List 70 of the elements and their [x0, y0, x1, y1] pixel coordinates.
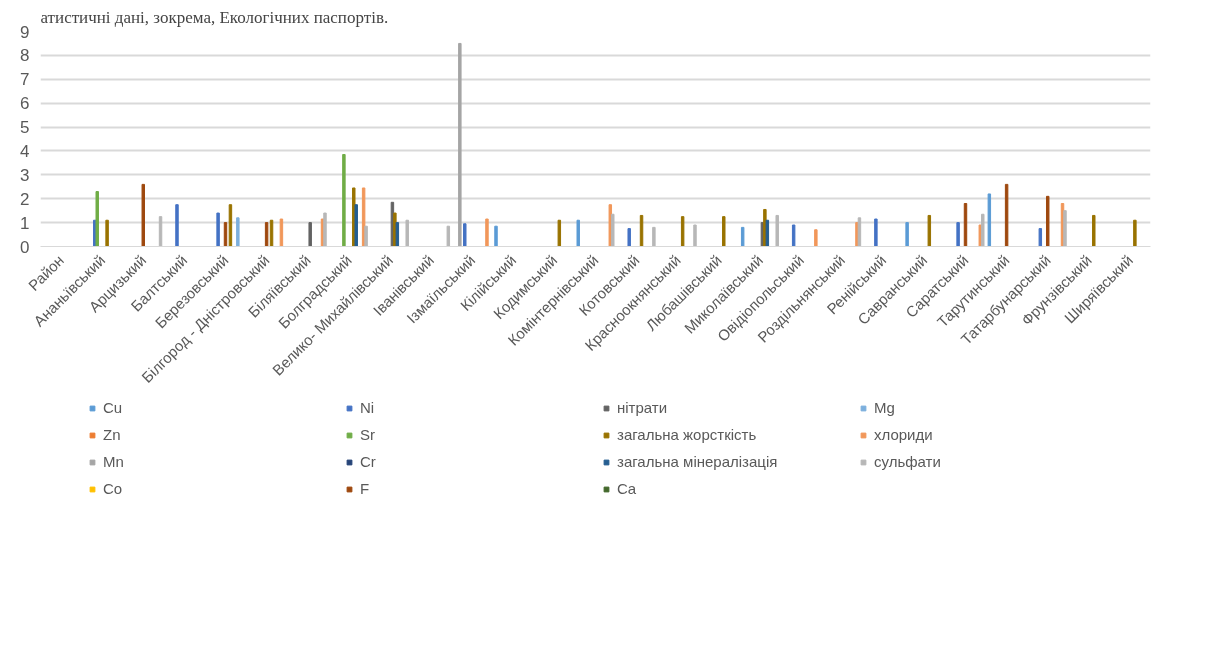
- bar: [494, 225, 498, 247]
- legend-label: Zn: [103, 426, 122, 443]
- y-tick-label: 4: [20, 141, 30, 161]
- legend-label: Cr: [360, 453, 377, 470]
- bar: [814, 229, 818, 247]
- bar: [765, 219, 770, 247]
- y-tick-label: 9: [20, 22, 30, 42]
- bar: [652, 226, 656, 247]
- bar: [874, 218, 878, 247]
- bar: [236, 217, 240, 247]
- bar: [395, 222, 400, 247]
- legend-label: Ca: [617, 480, 638, 497]
- bar: [905, 222, 909, 247]
- bar: [557, 219, 562, 247]
- bar: [775, 214, 779, 247]
- legend-label: хлориди: [874, 426, 934, 443]
- bar: [608, 204, 613, 247]
- bar: [956, 222, 960, 247]
- bar: [611, 213, 615, 247]
- bar: [308, 222, 312, 247]
- bar: [576, 219, 580, 247]
- bar: [95, 191, 99, 247]
- bar: [364, 225, 368, 247]
- bar: [216, 212, 220, 247]
- legend-label: Ni: [360, 399, 376, 416]
- bar: [1092, 214, 1096, 247]
- bar: [458, 42, 462, 247]
- legend-label: Mn: [103, 453, 125, 470]
- bar: [1045, 195, 1050, 247]
- y-tick-label: 5: [20, 118, 30, 138]
- y-tick-label: 8: [20, 46, 30, 66]
- legend-label: F: [360, 480, 371, 497]
- bar: [791, 224, 796, 247]
- legend-label: нітрати: [617, 399, 669, 416]
- bar: [485, 218, 489, 247]
- bar: [323, 212, 327, 247]
- bar: [987, 193, 992, 247]
- bar: [927, 214, 932, 247]
- bar: [693, 224, 697, 247]
- legend-label: Cu: [103, 399, 124, 416]
- bar: [627, 228, 631, 247]
- legend-label: загальна мінералізація: [617, 453, 779, 470]
- bar: [463, 223, 467, 247]
- bar: [981, 213, 985, 247]
- legend-label: Co: [103, 480, 124, 497]
- legend-label: сульфати: [874, 453, 942, 470]
- bar: [354, 204, 358, 247]
- bar: [361, 187, 366, 247]
- bar: [1063, 210, 1067, 247]
- bar: [722, 216, 726, 247]
- legend-label: Mg: [874, 399, 896, 416]
- bar: [175, 204, 179, 247]
- bar: [740, 226, 745, 247]
- y-tick-label: 6: [20, 94, 30, 114]
- bar: [1038, 228, 1043, 247]
- y-tick-label: 7: [20, 70, 30, 90]
- bar: [446, 225, 451, 247]
- bar: [405, 219, 409, 247]
- y-tick-label: 3: [20, 165, 30, 185]
- bar: [141, 183, 146, 247]
- legend-label: Sr: [360, 426, 376, 443]
- bar: [105, 219, 109, 247]
- bar: [1133, 219, 1137, 247]
- legend-label: загальна жорсткість: [617, 426, 758, 443]
- bar: [680, 216, 685, 247]
- bar: [342, 154, 346, 247]
- y-tick-label: 1: [20, 213, 30, 233]
- text: атистичні дані, зокрема, Екологічних паспортів.: [40, 7, 389, 27]
- y-tick-label: 2: [20, 189, 30, 209]
- y-tick-label: 0: [20, 237, 30, 257]
